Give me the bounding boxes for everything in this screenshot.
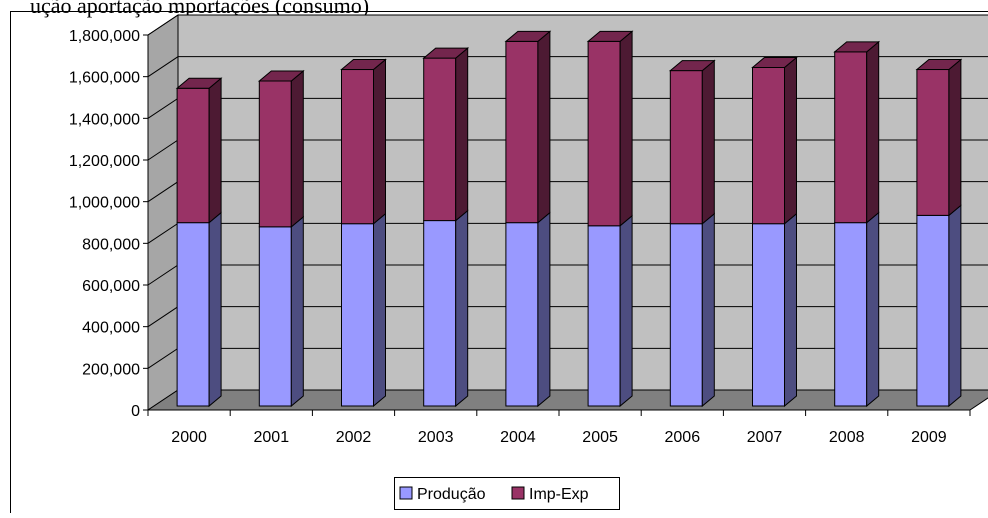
bar-front [835, 52, 867, 223]
bar-side [785, 57, 797, 223]
bar-segment-imp-exp [670, 61, 714, 224]
bar-side [949, 60, 961, 216]
bar-side [374, 60, 386, 224]
bar-front [670, 71, 702, 224]
bar-segment-produ-o [753, 214, 797, 406]
bar-segment-imp-exp [506, 31, 550, 222]
bar-segment-imp-exp [259, 71, 303, 227]
bar-front [588, 226, 620, 406]
bar-front [917, 70, 949, 216]
bar-segment-produ-o [424, 211, 468, 406]
bar-side [538, 213, 550, 406]
y-tick-label: 400,000 [82, 320, 140, 337]
x-tick-label: 2006 [665, 429, 701, 446]
bar-front [342, 70, 374, 224]
legend: Produção Imp-Exp [395, 478, 620, 510]
bar-side [538, 31, 550, 222]
bar-front [259, 81, 291, 227]
x-tick-label: 2003 [418, 429, 454, 446]
x-tick-label: 2004 [500, 429, 536, 446]
bar-front [588, 41, 620, 225]
bar-segment-imp-exp [342, 60, 386, 224]
y-tick-label: 1,200,000 [69, 153, 140, 170]
legend-label: Imp-Exp [529, 486, 589, 503]
bar-side [456, 211, 468, 406]
x-tick-label: 2002 [336, 429, 372, 446]
y-tick-label: 0 [131, 403, 140, 420]
x-tick-label: 2001 [254, 429, 290, 446]
legend-swatch [512, 487, 524, 499]
bar-side [867, 42, 879, 223]
bar-segment-imp-exp [917, 60, 961, 216]
bar-segment-produ-o [342, 214, 386, 406]
bar-segment-produ-o [588, 216, 632, 406]
y-tick-label: 600,000 [82, 278, 140, 295]
bar-side [620, 31, 632, 225]
bar-segment-produ-o [835, 213, 879, 406]
legend-label: Produção [417, 486, 486, 503]
bar-segment-produ-o [917, 205, 961, 406]
y-tick-label: 1,400,000 [69, 111, 140, 128]
bar-side [867, 213, 879, 406]
bar-front [917, 215, 949, 406]
bar-side [949, 205, 961, 406]
bar-front [753, 224, 785, 406]
bar-segment-imp-exp [588, 31, 632, 225]
bar-front [506, 223, 538, 406]
bar-front [177, 88, 209, 222]
bar-side [456, 48, 468, 221]
bar-segment-produ-o [670, 214, 714, 406]
bar-front [835, 223, 867, 406]
x-tick-label: 2005 [582, 429, 618, 446]
x-tick-label: 2009 [911, 429, 947, 446]
bar-side [209, 78, 221, 222]
bar-front [259, 227, 291, 406]
x-tick-label: 2008 [829, 429, 865, 446]
bar-side [702, 61, 714, 224]
bar-front [506, 41, 538, 222]
bar-front [670, 224, 702, 406]
bar-front [424, 221, 456, 406]
bar-side [702, 214, 714, 406]
bar-side [785, 214, 797, 406]
x-tick-label: 2007 [747, 429, 783, 446]
y-tick-label: 1,800,000 [69, 28, 140, 45]
bar-front [753, 67, 785, 223]
plot-area: 0 200,000 400,000 600,000 800,000 1,000,000 1,… [69, 15, 988, 446]
bar-segment-imp-exp [753, 57, 797, 223]
bar-segment-produ-o [177, 213, 221, 406]
bar-segment-imp-exp [424, 48, 468, 221]
bar-front [424, 58, 456, 221]
bar-segment-produ-o [506, 213, 550, 406]
x-tick-label: 2000 [171, 429, 207, 446]
bar-side [209, 213, 221, 406]
y-tick-label: 800,000 [82, 236, 140, 253]
bar-segment-produ-o [259, 217, 303, 406]
bar-side [291, 217, 303, 406]
y-tick-label: 1,000,000 [69, 195, 140, 212]
y-tick-label: 200,000 [82, 361, 140, 378]
bar-segment-imp-exp [177, 78, 221, 222]
y-tick-label: 1,600,000 [69, 70, 140, 87]
bar-front [342, 224, 374, 406]
bar-side [620, 216, 632, 406]
bar-front [177, 223, 209, 406]
bar-segment-imp-exp [835, 42, 879, 223]
legend-swatch [400, 487, 412, 499]
bar-side [291, 71, 303, 227]
bar-side [374, 214, 386, 406]
